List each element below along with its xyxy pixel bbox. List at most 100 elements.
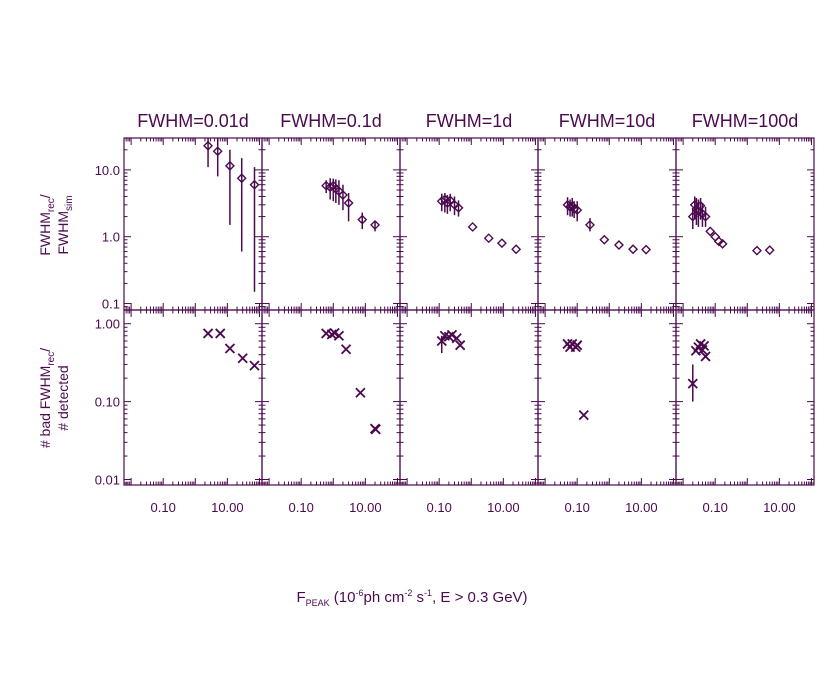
x-marker: [333, 330, 345, 341]
diamond-marker: [357, 214, 368, 225]
panel-1: FWHM=0.01d 0.1 1.0 10.0 0.01 0.10 1.00 0.10 10.0…: [95, 111, 263, 515]
panel-2: FWHM=0.1d 0.10 10.00: [261, 111, 401, 515]
panel-title: FWHM=1d: [426, 111, 513, 131]
top-ylabel-line1-tail: /: [37, 194, 53, 198]
bottom-plot-frame: [123, 309, 263, 486]
x-marker: [370, 424, 381, 435]
diamond-marker: [236, 173, 247, 184]
diamond-marker: [689, 199, 700, 210]
diamond-marker: [212, 146, 223, 157]
x-marker: [202, 328, 214, 339]
x-tick-label: 0.10: [565, 500, 590, 515]
y-tick-label: 0.10: [95, 395, 120, 410]
bottom-ylabel-line1-tail: /: [37, 348, 53, 352]
x-marker: [237, 353, 248, 364]
top-row-ylabel: FWHMrec/: [37, 194, 57, 255]
diamond-marker: [249, 179, 260, 190]
diamond-marker: [467, 221, 478, 232]
panel-title: FWHM=100d: [692, 111, 799, 131]
xlabel-sub: PEAK: [306, 598, 330, 608]
xlabel-sup1: -6: [356, 588, 364, 598]
x-marker: [700, 351, 711, 362]
x-tick-label: 10.00: [211, 500, 244, 515]
x-axis-label: FPEAK (10-6ph cm-2 s-1, E > 0.3 GeV): [296, 588, 527, 608]
x-marker: [340, 344, 352, 355]
diamond-marker: [337, 190, 348, 201]
diamond-marker: [203, 140, 214, 151]
x-marker: [578, 410, 589, 421]
x-marker: [215, 328, 226, 339]
diamond-marker: [599, 234, 610, 245]
bottom-plot-frame: [537, 309, 677, 486]
top-ylabel-line1-sub: rec: [46, 198, 57, 212]
x-tick-label: 10.00: [349, 500, 382, 515]
x-tick-label: 10.00: [487, 500, 520, 515]
xlabel-p3: s: [412, 589, 424, 606]
top-ylabel-line1: FWHM: [37, 212, 53, 256]
y-tick-label: 1.00: [95, 317, 120, 332]
x-marker: [687, 378, 698, 389]
diamond-marker: [572, 205, 583, 216]
panel-title: FWHM=0.01d: [137, 111, 249, 131]
diamond-marker: [343, 197, 354, 208]
y-tick-label: 1.0: [102, 230, 120, 245]
top-row-ylabel-2: FWHMsim: [55, 195, 75, 254]
xlabel-sup2: -2: [404, 588, 412, 598]
xlabel-main: F: [296, 589, 305, 606]
x-marker: [451, 333, 462, 344]
diamond-marker: [453, 202, 464, 213]
diamond-marker: [751, 245, 762, 256]
diamond-marker: [483, 233, 494, 244]
diamond-marker: [224, 160, 235, 171]
bottom-plot-frame: [675, 309, 815, 486]
bottom-ylabel-line2: # detected: [55, 365, 71, 430]
diamond-marker: [496, 238, 507, 249]
x-tick-label: 0.10: [289, 500, 314, 515]
top-ylabel-line2: FWHM: [55, 211, 71, 255]
x-tick-label: 0.10: [427, 500, 452, 515]
diamond-marker: [511, 244, 522, 255]
diamond-marker: [613, 240, 624, 251]
y-tick-label: 10.0: [95, 163, 120, 178]
diamond-marker: [700, 211, 711, 222]
y-tick-label: 0.01: [95, 473, 120, 488]
x-marker: [436, 335, 447, 347]
x-marker: [249, 360, 260, 371]
bottom-row-ylabel-2: # detected: [55, 365, 71, 430]
x-marker: [224, 343, 236, 354]
x-tick-label: 0.10: [703, 500, 728, 515]
diamond-marker: [370, 219, 381, 230]
bottom-plot-frame: [399, 309, 539, 486]
xlabel-p2: ph cm: [364, 589, 405, 606]
top-plot-frame: [399, 137, 539, 311]
diamond-marker: [584, 219, 595, 230]
diamond-marker: [628, 244, 639, 255]
diamond-marker: [717, 238, 728, 249]
bottom-ylabel-line1: # bad FWHM: [37, 366, 53, 448]
panel-title: FWHM=10d: [559, 111, 656, 131]
x-tick-label: 10.00: [625, 500, 658, 515]
panel-4: FWHM=10d 0.10 10.00: [537, 111, 677, 515]
diamond-marker: [567, 200, 578, 211]
x-marker: [355, 387, 366, 398]
diamond-marker: [695, 200, 706, 211]
diamond-marker: [641, 244, 652, 255]
top-ylabel-line2-sub: sim: [64, 195, 75, 211]
diamond-marker: [705, 226, 716, 237]
x-marker: [572, 340, 583, 351]
x-tick-label: 10.00: [763, 500, 796, 515]
panel-5: FWHM=100d 0.10 10.00: [675, 111, 815, 515]
x-marker: [698, 340, 710, 351]
panel-title: FWHM=0.1d: [280, 111, 382, 131]
x-marker: [455, 340, 466, 351]
top-plot-frame: [261, 137, 401, 311]
top-plot-frame: [537, 137, 677, 311]
y-tick-label: 0.1: [102, 297, 120, 312]
xlabel-sup3: -1: [424, 588, 432, 598]
xlabel-p1: (10: [330, 589, 356, 606]
xlabel-p4: , E > 0.3 GeV): [432, 589, 527, 606]
diamond-marker: [764, 245, 775, 256]
bottom-row-ylabel: # bad FWHMrec/: [37, 348, 57, 448]
panels-group: FWHM=0.01d 0.1 1.0 10.0 0.01 0.10 1.00 0.10 10.0…: [95, 111, 815, 515]
